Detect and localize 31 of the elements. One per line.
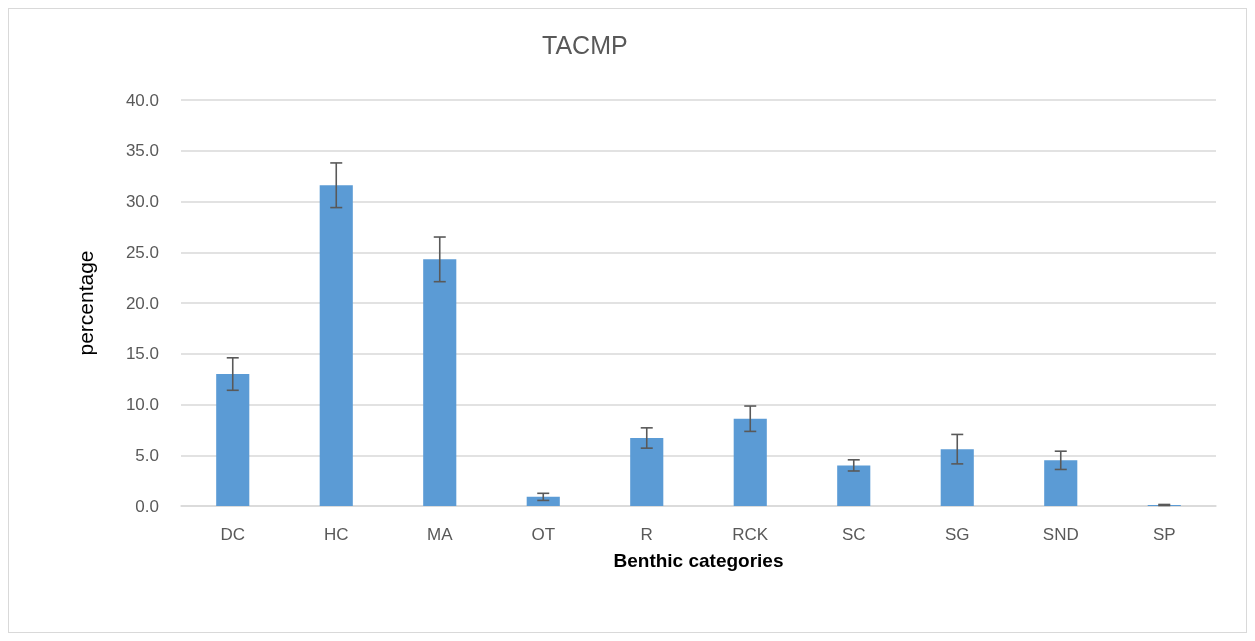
x-tick-label: RCK [732,525,769,544]
bar [940,449,974,506]
bar [526,496,560,506]
bar [216,374,250,506]
bar [733,418,767,506]
y-tick-label: 35.0 [125,141,159,161]
y-tick-label: 20.0 [125,293,159,313]
y-tick-label: 25.0 [125,242,159,262]
x-tick-label: SC [841,525,866,544]
y-tick-label: 0.0 [135,496,159,516]
x-tick-label: SP [1152,525,1176,544]
y-tick-label: 40.0 [125,90,159,110]
bar [1044,460,1078,506]
x-tick-label: HC [323,525,349,544]
y-axis-title: percentage [74,250,97,356]
x-tick-label: SND [1042,525,1079,544]
y-tick-label: 10.0 [125,395,159,414]
x-tick-label: SG [944,525,970,544]
x-tick-label: R [640,525,653,544]
bar [837,465,871,506]
x-axis-title: Benthic categories [613,550,784,571]
x-tick-label: OT [531,525,556,544]
chart-title: TACMP [542,30,628,59]
y-tick-label: 5.0 [135,445,159,465]
bar [423,259,457,506]
x-tick-label: MA [427,525,454,544]
bar [630,438,664,506]
x-tick-label: DC [220,525,246,544]
bar [319,185,353,506]
y-tick-label: 30.0 [125,192,159,211]
y-tick-label: 15.0 [125,344,159,364]
